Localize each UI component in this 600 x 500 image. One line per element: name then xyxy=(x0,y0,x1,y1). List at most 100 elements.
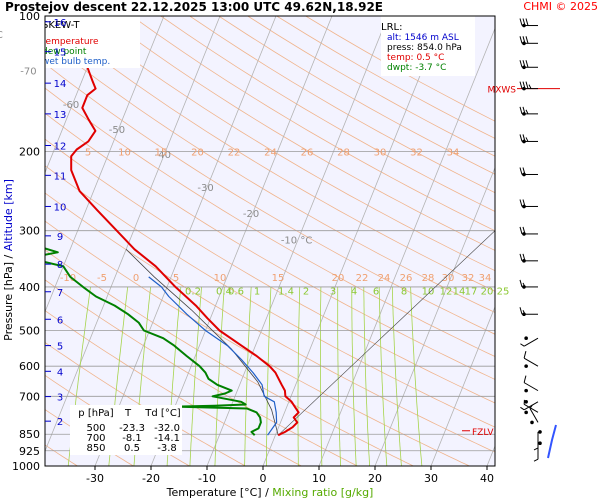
dry-adiabat-line xyxy=(102,16,495,251)
wind-barb-dot xyxy=(524,410,528,415)
dry-adiabat-label: 24 xyxy=(264,147,277,158)
dry-adiabat-label: 5 xyxy=(85,147,91,158)
wind-barb-flag xyxy=(522,60,526,68)
dry-adiabat-line xyxy=(45,112,495,380)
wind-barb-flag xyxy=(519,36,523,44)
lrl-line: LRL: xyxy=(381,22,402,33)
mixing-ratio-label: 12 xyxy=(440,286,453,297)
isotherm-line xyxy=(45,16,165,313)
wind-barb-flag xyxy=(522,310,526,315)
lrl-box xyxy=(381,16,475,76)
wind-barb-flag xyxy=(519,199,523,207)
dry-adiabat-label: 28 xyxy=(337,147,350,158)
dry-adiabat-line xyxy=(131,16,495,232)
mixing-ratio-label: 25 xyxy=(497,286,510,297)
isotherm-label: -40 xyxy=(155,150,171,161)
x-tick-label: -20 xyxy=(142,472,160,485)
marker-label: MXWS xyxy=(487,86,516,96)
isotherm-line xyxy=(262,16,445,466)
y-axis-title: Pressure [hPa] / Altitude [km] xyxy=(2,179,15,341)
wind-barb-flag xyxy=(519,81,523,89)
table-cell: -14.1 xyxy=(154,433,180,444)
plot-frame xyxy=(44,15,496,467)
wind-barb-dot xyxy=(522,41,526,46)
isotherm-line xyxy=(318,27,495,466)
wind-barb-flag xyxy=(522,134,526,142)
dry-adiabat-label: 26 xyxy=(400,273,413,284)
wind-barb-flag xyxy=(525,137,529,142)
series-dew-point-line xyxy=(45,247,262,436)
wind-barb-dot xyxy=(522,86,526,91)
x-tick-label: 40 xyxy=(480,472,494,485)
wind-barb-flag xyxy=(522,167,526,175)
chart-name: SKEW-T xyxy=(42,20,80,31)
pressure-tick-label: 300 xyxy=(19,225,40,238)
wind-barb-flag xyxy=(519,18,523,26)
wind-barb-flag xyxy=(520,343,525,347)
altitude-tick-label: 10 xyxy=(54,202,67,213)
wind-barb-dot xyxy=(522,23,526,28)
dry-adiabat-label: 22 xyxy=(228,147,241,158)
dry-adiabat-label: 15 xyxy=(155,147,168,158)
mixing-ratio-label: 4 xyxy=(351,286,357,297)
axes-layer: 1002003004005006007008509251000161514131… xyxy=(2,10,494,499)
wind-barb-staff xyxy=(523,337,539,347)
altitude-tick-label: 11 xyxy=(54,171,67,182)
x-tick-label: 0 xyxy=(260,472,267,485)
lrl-line: temp: 0.5 °C xyxy=(387,53,444,63)
dry-adiabat-label: 32 xyxy=(462,273,475,284)
wind-barb-staff xyxy=(523,401,539,411)
wind-barb-flag xyxy=(522,36,526,44)
wind-barb-dot xyxy=(522,65,526,70)
pressure-tick-label: 200 xyxy=(19,145,40,158)
isotherm-line xyxy=(45,16,109,174)
x-tick-label: -10 xyxy=(198,472,216,485)
wind-barb-staff xyxy=(523,403,539,413)
table-header: T xyxy=(124,408,132,419)
x-tick-label: 30 xyxy=(424,472,438,485)
dry-adiabat-line xyxy=(45,87,495,357)
wind-barb-flag xyxy=(522,81,526,89)
dry-adiabat-label: 0 xyxy=(133,273,139,284)
dry-adiabat-label: 28 xyxy=(422,273,435,284)
wind-barb-flag xyxy=(523,350,527,359)
mixing-ratio-label: 2 xyxy=(303,286,309,297)
lrl-line: press: 854.0 hPa xyxy=(387,43,462,53)
wind-barb-dot xyxy=(522,112,526,116)
isotherm-label: -20 xyxy=(243,209,259,220)
surface-wind-trace xyxy=(547,424,557,459)
isotherm-line xyxy=(206,16,389,466)
mixing-ratio-label: 0.2 xyxy=(185,286,201,297)
isotherm-label: -10 °C xyxy=(281,235,313,246)
wind-barb-flag xyxy=(522,282,526,288)
wind-barb-flag xyxy=(519,253,523,261)
isotherm-line xyxy=(94,16,277,466)
dry-adiabat-line xyxy=(73,16,495,272)
altitude-tick-label: 2 xyxy=(57,417,63,428)
wind-barb-dot xyxy=(522,204,526,209)
mixing-ratio-label: 0.6 xyxy=(228,286,244,297)
wind-barb-dot xyxy=(524,336,528,341)
isotherm-line xyxy=(486,445,495,466)
wind-barb-dot xyxy=(524,388,528,393)
legend-entry: wet bulb temp. xyxy=(42,57,110,67)
pressure-tick-label: 500 xyxy=(19,325,40,338)
altitude-tick-label: 4 xyxy=(57,367,63,378)
legend-box xyxy=(45,16,140,68)
dry-adiabat-label: 30 xyxy=(374,147,387,158)
series-wet-bulb-temp-line xyxy=(148,276,278,436)
dry-adiabat-line xyxy=(45,138,495,404)
dry-adiabat-label: -10 xyxy=(60,273,76,284)
grid-layer xyxy=(45,16,495,466)
dry-adiabat-label: 34 xyxy=(447,147,460,158)
pressure-tick-label: 400 xyxy=(19,281,40,294)
table-cell: -3.8 xyxy=(157,443,177,454)
x-tick-label: 10 xyxy=(312,472,326,485)
wind-barb-dot xyxy=(522,172,526,177)
wind-barb-flag xyxy=(522,199,526,207)
altitude-tick-label: 5 xyxy=(57,342,63,353)
wind-barb-flag xyxy=(533,458,539,462)
table-header: p [hPa] xyxy=(78,408,113,419)
isotherm-label: -70 xyxy=(20,67,36,78)
